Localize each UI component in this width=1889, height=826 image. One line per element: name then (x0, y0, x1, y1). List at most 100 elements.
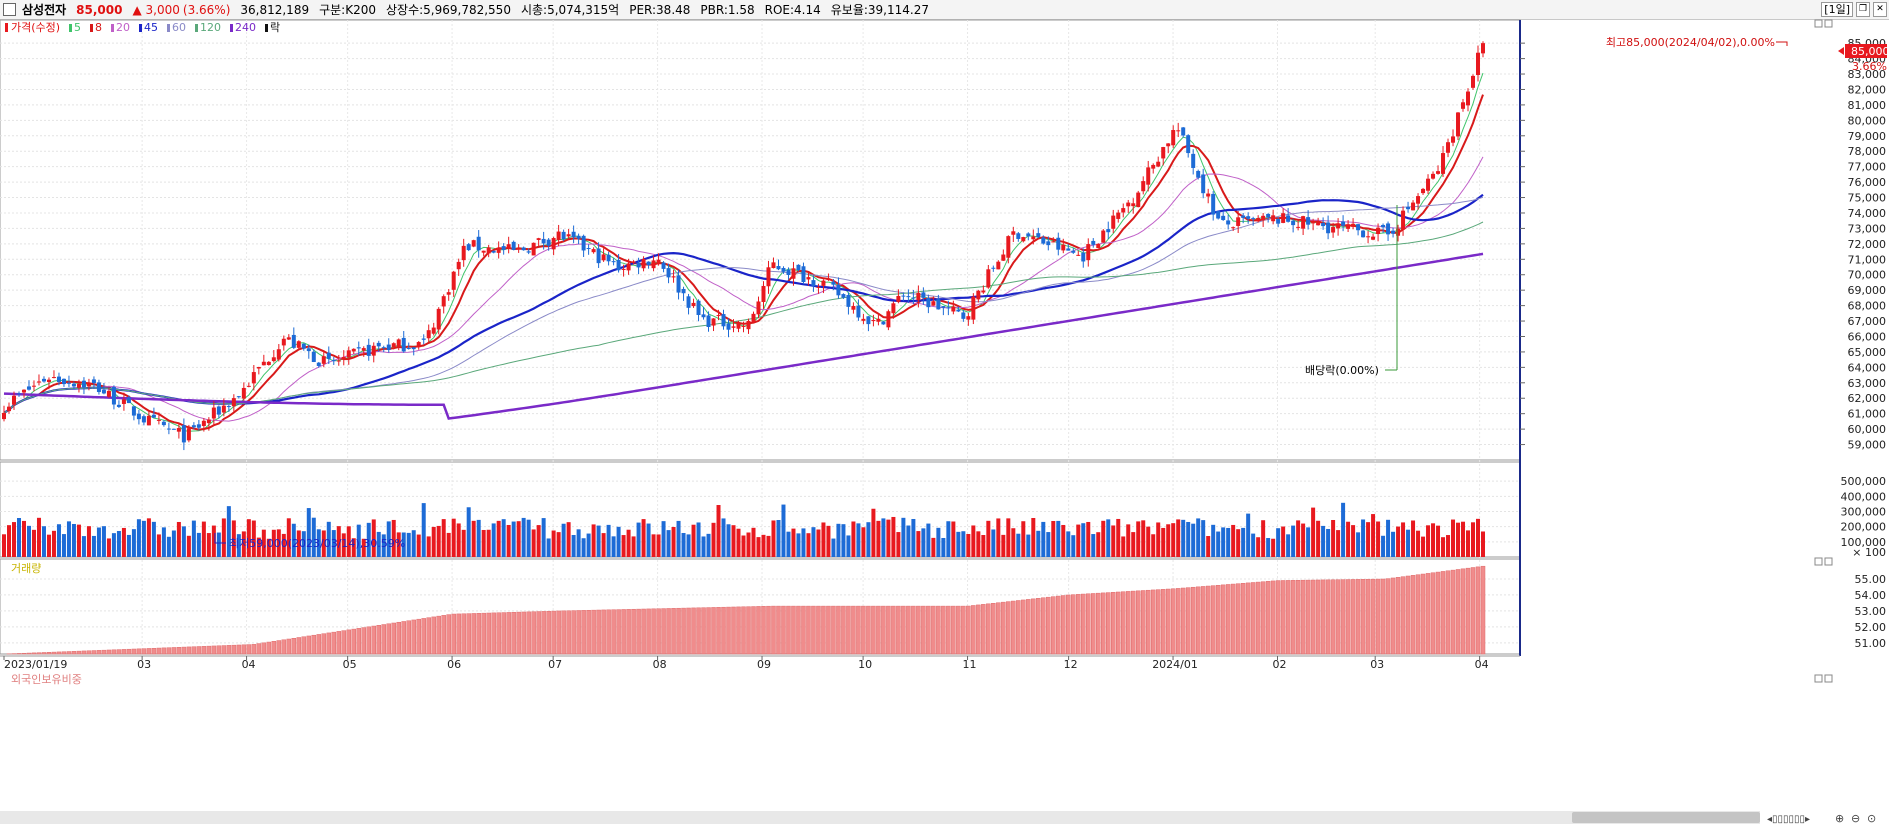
volume-bar (561, 523, 566, 557)
foreign-pane-maximize-icon[interactable] (1814, 674, 1823, 683)
foreign-bar (241, 644, 247, 655)
volume-bar (171, 530, 176, 557)
candle-body (321, 356, 326, 364)
candle-body (1331, 227, 1336, 233)
market-category: 구분:K200 (319, 3, 376, 17)
candle-body (1281, 213, 1286, 223)
volume-bar (751, 527, 756, 557)
candle-body (841, 294, 846, 298)
candle-body (746, 320, 751, 330)
scrollbar-thumb[interactable] (1572, 812, 1760, 823)
zoom-slider-icon[interactable]: ◂▯▯▯▯▯▯▸ (1767, 814, 1810, 825)
candle-body (631, 261, 636, 263)
price-pane-close-icon[interactable] (1824, 19, 1833, 28)
volume-bar (511, 521, 516, 557)
volume-bar (291, 523, 296, 557)
candle-body (296, 341, 301, 348)
volume-bar (276, 529, 281, 557)
horizontal-scrollbar[interactable]: ◂▯▯▯▯▯▯▸ ⊕ ⊖ ⊙ (0, 811, 1876, 825)
volume-bar (996, 518, 1001, 557)
scrollbar-track[interactable] (0, 811, 1760, 824)
foreign-pane-close-icon[interactable] (1824, 674, 1833, 683)
volume-bar (211, 525, 216, 557)
select-checkbox[interactable] (3, 3, 16, 16)
volume-bar (551, 530, 556, 557)
volume-bar (1441, 537, 1446, 557)
foreign-bar (306, 635, 312, 655)
volume-bar (1421, 536, 1426, 557)
candle-body (116, 404, 121, 407)
zoom-in-icon[interactable]: ⊕ (1835, 812, 1844, 825)
volume-bar (381, 534, 386, 557)
volume-bar (1196, 518, 1201, 557)
candle-body (846, 295, 851, 307)
candle-body (641, 258, 646, 269)
foreign-bar (1445, 570, 1451, 655)
volume-bar (581, 538, 586, 557)
volume-bar (1136, 521, 1141, 557)
foreign-bar (196, 646, 202, 655)
candle-body (261, 361, 266, 366)
volume-bar (1186, 521, 1191, 557)
foreign-bar (486, 612, 491, 655)
roe-value: ROE:4.14 (764, 2, 821, 17)
volume-bar (1111, 525, 1116, 557)
legend: 가격(수정) 5 8 20 45 60 120 240 락 거래량 외국인보유비… (5, 21, 280, 686)
volume-bar (496, 520, 501, 557)
candle-body (831, 281, 836, 285)
candle-body (1476, 52, 1481, 76)
volume-bar (271, 529, 276, 557)
price-tick-label: 80,000 (1848, 114, 1887, 127)
volume-bar (81, 536, 86, 557)
volume-bar (1041, 521, 1046, 557)
foreign-bar (1470, 567, 1476, 655)
candle-body (386, 344, 391, 350)
volume-bar (936, 527, 941, 557)
foreign-bar (1335, 579, 1341, 655)
foreign-bar (756, 606, 761, 655)
candle-body (1311, 221, 1316, 224)
foreign-bar (626, 609, 631, 655)
foreign-tick-label: 51.00 (1855, 637, 1887, 650)
volume-bar (671, 526, 676, 557)
foreign-bar (301, 636, 307, 655)
foreign-bar (1380, 578, 1386, 655)
zoom-out-icon[interactable]: ⊖ (1851, 812, 1860, 825)
price-pane-maximize-icon[interactable] (1814, 19, 1823, 28)
candle-body (1286, 215, 1291, 222)
price-tick-label: 65,000 (1848, 346, 1887, 359)
legend-price-marker (5, 23, 8, 32)
foreign-bar (1385, 578, 1391, 655)
volume-bar (311, 517, 316, 557)
volume-bar (481, 529, 486, 557)
zoom-reset-icon[interactable]: ⊙ (1867, 812, 1876, 825)
volume-bar (571, 534, 576, 557)
x-tick-label: 04 (1475, 658, 1489, 671)
candle-body (1266, 213, 1271, 218)
volume-bar (416, 534, 421, 557)
foreign-bar (441, 615, 446, 655)
candle-body (51, 377, 56, 379)
restore-icon[interactable]: ❐ (1856, 2, 1870, 17)
candle-body (406, 347, 411, 349)
volume-bar (681, 532, 686, 557)
volume-bar (926, 523, 931, 557)
legend-price-label: 가격(수정) (11, 21, 60, 34)
candle-body (1211, 193, 1216, 215)
foreign-bar (1120, 591, 1126, 655)
legend-swatch (195, 24, 198, 32)
candle-body (1191, 153, 1196, 168)
candle-body (1256, 218, 1261, 222)
volume-bar (556, 532, 561, 557)
volume-bar (131, 529, 136, 557)
foreign-bar (1330, 579, 1336, 655)
close-icon[interactable]: ✕ (1873, 2, 1887, 17)
volume-pane-maximize-icon[interactable] (1814, 557, 1823, 566)
candle-body (436, 308, 441, 330)
volume-bar (1121, 536, 1126, 557)
candle-body (221, 405, 226, 413)
candle-body (1261, 215, 1266, 221)
volume-bar (981, 535, 986, 557)
period-selector[interactable]: [1일] (1821, 2, 1853, 17)
volume-pane-close-icon[interactable] (1824, 557, 1833, 566)
